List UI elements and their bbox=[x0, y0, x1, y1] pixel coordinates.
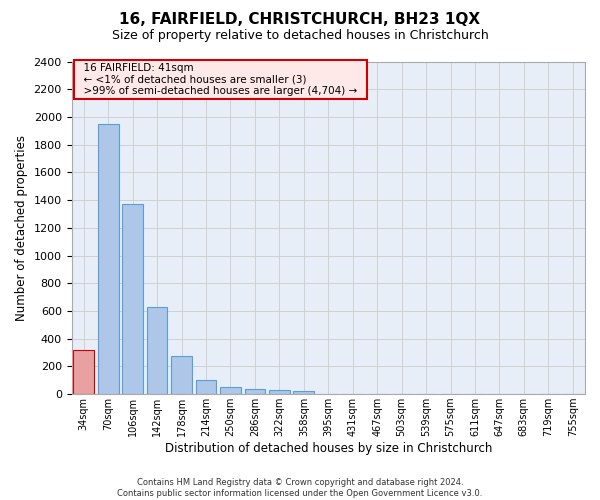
Bar bbox=[73, 350, 94, 394]
Text: 16 FAIRFIELD: 41sqm
  ← <1% of detached houses are smaller (3)
  >99% of semi-de: 16 FAIRFIELD: 41sqm ← <1% of detached ho… bbox=[77, 63, 364, 96]
Bar bbox=[171, 356, 192, 394]
Y-axis label: Number of detached properties: Number of detached properties bbox=[15, 135, 28, 321]
X-axis label: Distribution of detached houses by size in Christchurch: Distribution of detached houses by size … bbox=[164, 442, 492, 455]
Bar bbox=[245, 390, 265, 394]
Bar bbox=[122, 204, 143, 394]
Text: Contains HM Land Registry data © Crown copyright and database right 2024.
Contai: Contains HM Land Registry data © Crown c… bbox=[118, 478, 482, 498]
Bar bbox=[196, 380, 217, 394]
Bar bbox=[98, 124, 119, 394]
Text: 16, FAIRFIELD, CHRISTCHURCH, BH23 1QX: 16, FAIRFIELD, CHRISTCHURCH, BH23 1QX bbox=[119, 12, 481, 28]
Text: Size of property relative to detached houses in Christchurch: Size of property relative to detached ho… bbox=[112, 29, 488, 42]
Bar bbox=[147, 307, 167, 394]
Bar bbox=[269, 390, 290, 394]
Bar bbox=[220, 387, 241, 394]
Bar bbox=[293, 391, 314, 394]
